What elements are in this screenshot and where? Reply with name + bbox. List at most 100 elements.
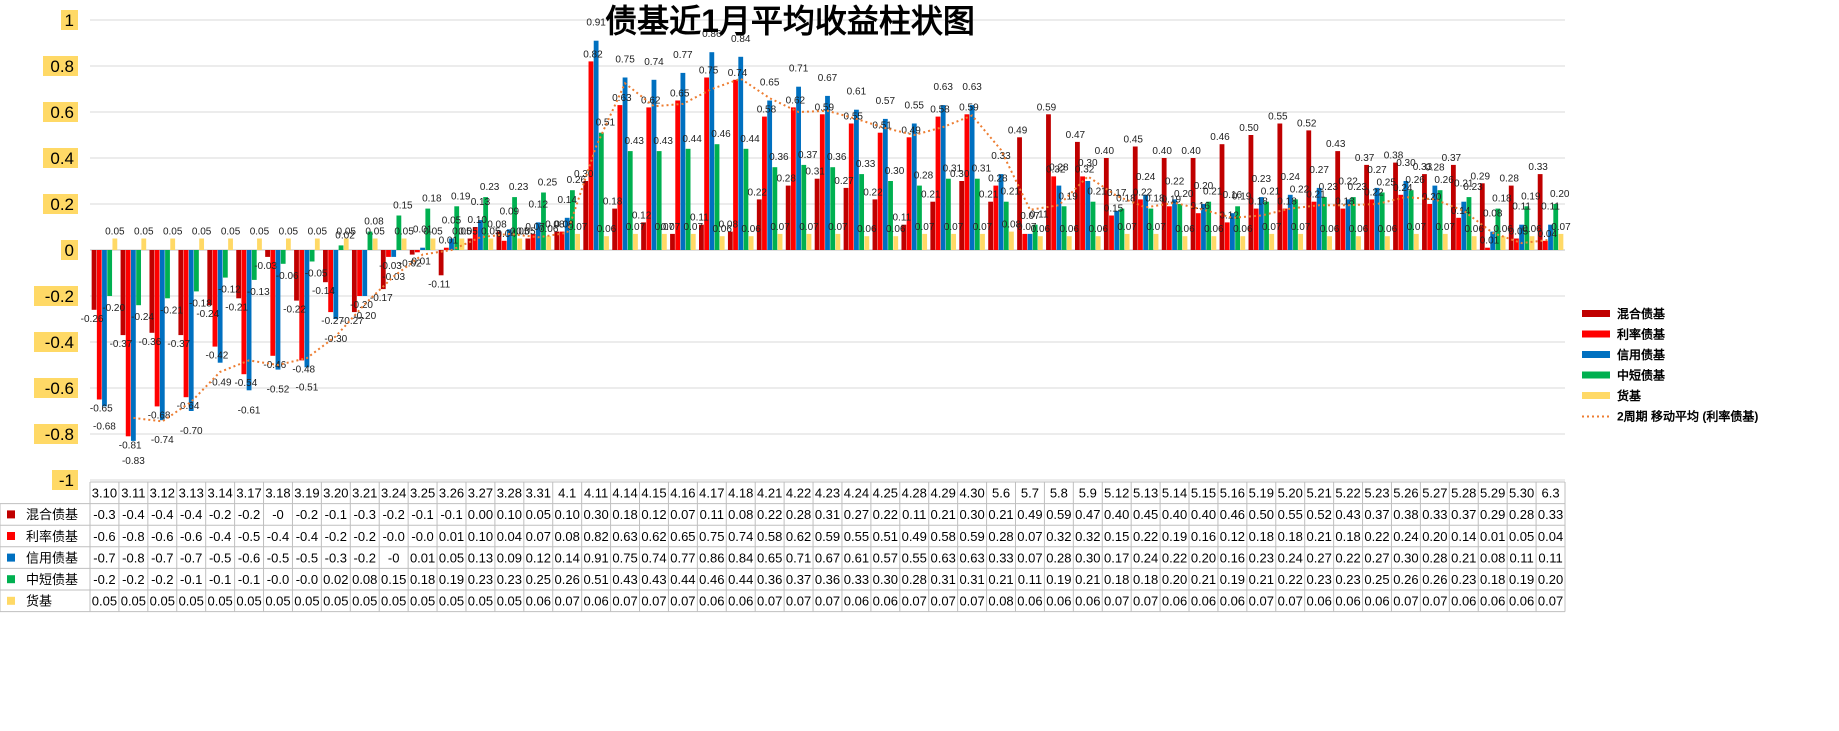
table-legend-key: [7, 575, 15, 584]
bar: [559, 231, 565, 250]
table-cell: 0.63: [931, 550, 956, 565]
bar: [1240, 236, 1246, 250]
data-label: 0.63: [933, 82, 953, 93]
bar: [391, 250, 397, 257]
table-cell: -0.4: [122, 507, 144, 522]
data-label: -0.20: [350, 300, 373, 311]
data-label: 0.30: [1078, 158, 1098, 169]
table-cell: 0.21: [988, 507, 1013, 522]
bar: [1311, 201, 1317, 250]
bar: [1061, 206, 1067, 250]
bar: [1269, 233, 1275, 250]
table-cell: 0.07: [641, 594, 666, 609]
table-cell: -0.2: [93, 572, 115, 587]
bar: [1148, 208, 1154, 250]
data-label: 0.24: [1136, 172, 1156, 183]
table-cell: 0.22: [1335, 550, 1360, 565]
table-cell: 0.05: [439, 550, 464, 565]
bar: [570, 190, 575, 250]
bar: [1316, 187, 1322, 250]
bar: [1161, 158, 1167, 250]
table-cell: -0.1: [440, 507, 462, 522]
bar: [1190, 158, 1196, 250]
data-label: 0.28: [1049, 163, 1069, 174]
data-label: 0.21: [1203, 187, 1223, 198]
data-label: 0.21: [979, 190, 999, 201]
bar: [1282, 208, 1288, 250]
data-label: 0.28: [776, 174, 796, 185]
legend-label: 货基: [1617, 388, 1642, 403]
table-cell: 0.65: [670, 529, 695, 544]
data-label: 0.40: [1152, 146, 1172, 157]
data-label: 0.28: [988, 174, 1008, 185]
data-label: 0.21: [1306, 190, 1326, 201]
table-cell: 0.06: [1046, 594, 1071, 609]
data-label: -0.36: [139, 337, 162, 348]
data-label: 0.20: [1194, 181, 1214, 192]
table-cell: 0.05: [294, 594, 319, 609]
data-label: 0.22: [863, 187, 883, 198]
bar: [670, 233, 675, 250]
bar: [112, 238, 118, 250]
table-cell: 0.59: [1046, 507, 1071, 522]
data-label: 0.05: [452, 227, 472, 238]
table-cell: 0.05: [236, 594, 261, 609]
data-label: 0.05: [250, 227, 270, 238]
table-cell: 0.33: [844, 572, 869, 587]
bar: [1287, 194, 1293, 250]
table-cell: 0.05: [526, 507, 551, 522]
bar: [980, 233, 985, 250]
bar: [241, 250, 247, 375]
table-cell: 0.50: [1249, 507, 1274, 522]
bar: [583, 181, 589, 250]
data-label: 0.05: [1509, 227, 1529, 238]
bar: [1143, 194, 1149, 250]
table-cell: -0: [388, 550, 400, 565]
table-cell: 0.75: [699, 529, 724, 544]
table-legend-key: [7, 596, 15, 605]
data-label: 0.05: [365, 227, 385, 238]
table-cell: 0.19: [1509, 572, 1534, 587]
table-cell: 0.01: [1480, 529, 1505, 544]
data-label: 0.04: [496, 229, 516, 240]
table-cell: 0.22: [1162, 550, 1187, 565]
data-label: 0.08: [487, 220, 507, 231]
data-label: 0.23: [1463, 182, 1483, 193]
data-label: 0.63: [962, 82, 982, 93]
table-cell: 0.40: [1162, 507, 1187, 522]
bar: [911, 123, 917, 250]
data-label: 0.07: [568, 222, 588, 233]
data-label: 0.27: [834, 176, 854, 187]
bar: [280, 250, 286, 264]
table-cell: 0.20: [1422, 529, 1447, 544]
bar: [1003, 201, 1009, 250]
table-cell: 0.06: [844, 594, 869, 609]
table-cell: 0.22: [1133, 529, 1158, 544]
bar: [120, 250, 126, 336]
data-label: 0.21: [921, 190, 941, 201]
bar: [1230, 213, 1235, 250]
bar: [859, 174, 865, 250]
table-cell: 0.52: [1307, 507, 1332, 522]
bar: [1235, 206, 1241, 250]
x-tick-label: 4.16: [670, 486, 695, 501]
data-label: 0.07: [1020, 211, 1040, 222]
bar: [333, 250, 339, 319]
x-tick-label: 4.11: [584, 486, 608, 501]
x-tick-label: 3.24: [381, 486, 406, 501]
bar: [409, 250, 415, 255]
table-cell: 0.43: [641, 572, 666, 587]
table-legend-key: [7, 553, 15, 562]
bar: [959, 181, 965, 250]
table-cell: 0.32: [1075, 529, 1100, 544]
bar: [107, 250, 113, 296]
table-cell: 0.18: [1335, 529, 1360, 544]
table-cell: 0.49: [902, 529, 927, 544]
table-cell: 0.06: [1480, 594, 1505, 609]
x-tick-label: 3.17: [236, 486, 261, 501]
bar: [641, 222, 646, 250]
bar: [1298, 233, 1304, 250]
data-label: 0.07: [1146, 222, 1166, 233]
bar: [1166, 206, 1172, 250]
